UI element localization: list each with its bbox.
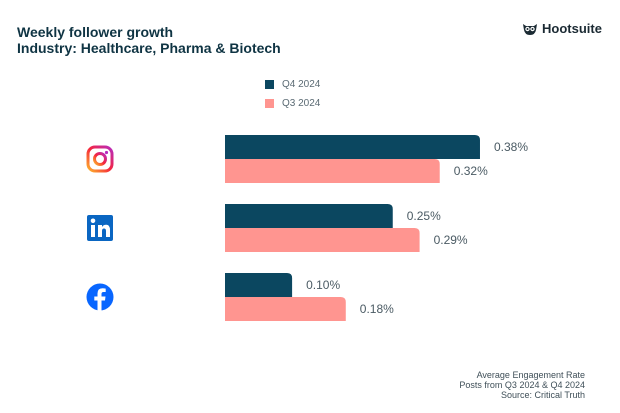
- facebook-icon: [86, 283, 114, 311]
- data-label-facebook-q4-2024: 0.10%: [306, 278, 340, 292]
- legend-item-q3: Q3 2024: [265, 94, 320, 113]
- legend-label-q3: Q3 2024: [282, 98, 321, 109]
- legend-swatch-q3: [265, 99, 274, 108]
- bar-linkedin-q4-2024: [225, 204, 393, 228]
- legend-item-q4: Q4 2024: [265, 75, 320, 94]
- data-label-instagram-q3-2024: 0.32%: [454, 164, 488, 178]
- instagram-icon: [86, 145, 114, 173]
- legend-swatch-q4: [265, 80, 274, 89]
- bar-instagram-q4-2024: [225, 135, 480, 159]
- bar-instagram-q3-2024: [225, 159, 440, 183]
- linkedin-icon: [87, 215, 113, 241]
- logo-text: Hootsuite: [542, 21, 602, 36]
- footer-metric: Average Engagement Rate: [476, 370, 585, 380]
- data-label-linkedin-q4-2024: 0.25%: [407, 209, 441, 223]
- footer-source: Source: Critical Truth: [500, 390, 585, 400]
- bar-linkedin-q3-2024: [225, 228, 420, 252]
- chart-title: Weekly follower growth: [17, 24, 174, 40]
- data-label-linkedin-q3-2024: 0.29%: [434, 233, 468, 247]
- data-label-facebook-q3-2024: 0.18%: [360, 302, 394, 316]
- legend-label-q4: Q4 2024: [282, 79, 321, 90]
- bar-facebook-q3-2024: [225, 297, 346, 321]
- chart-subtitle: Industry: Healthcare, Pharma & Biotech: [17, 40, 281, 56]
- chart-footer: Average Engagement Rate Posts from Q3 20…: [459, 370, 585, 400]
- owl-icon: [523, 23, 537, 35]
- footer-period: Posts from Q3 2024 & Q4 2024: [459, 380, 585, 390]
- legend: Q4 2024 Q3 2024: [265, 75, 320, 113]
- hootsuite-logo: Hootsuite: [522, 21, 602, 36]
- bar-facebook-q4-2024: [225, 273, 293, 297]
- data-label-instagram-q4-2024: 0.38%: [494, 140, 528, 154]
